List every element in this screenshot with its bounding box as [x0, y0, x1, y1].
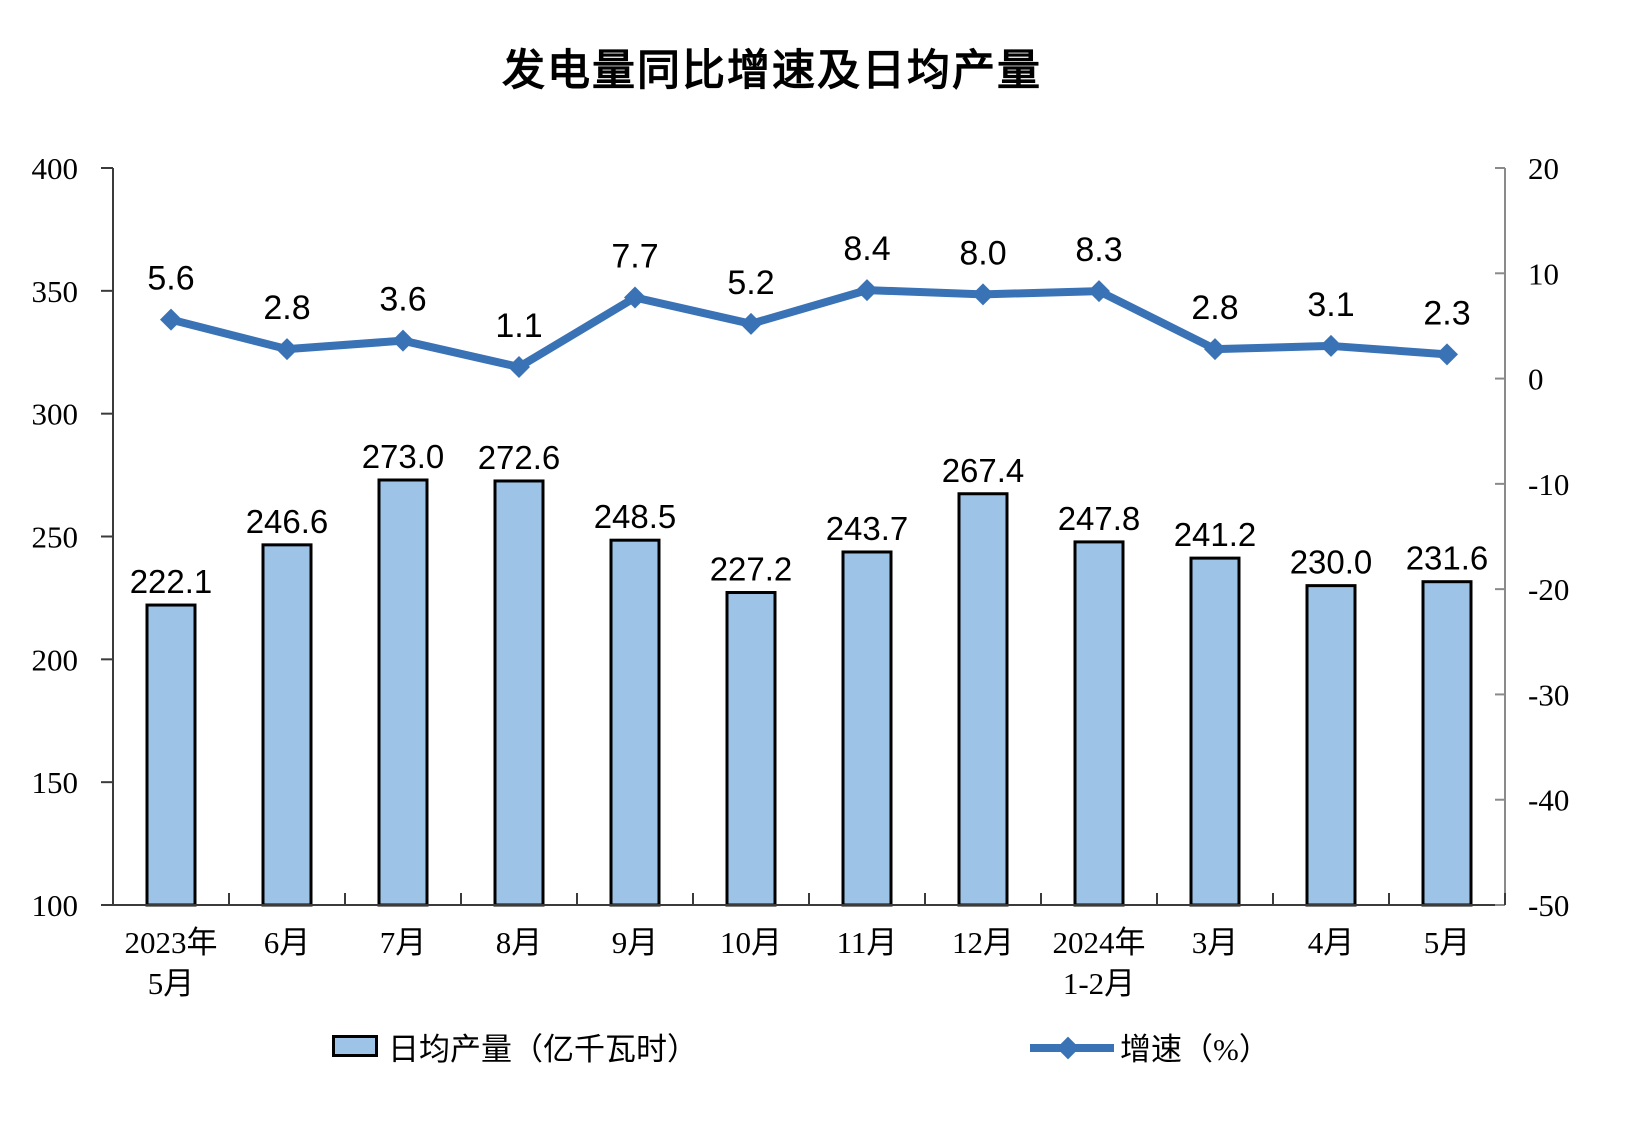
line-marker-icon	[1320, 334, 1342, 357]
x-axis-label: 4月	[1308, 925, 1355, 960]
y-axis-label-left: 150	[32, 765, 79, 800]
line-marker-icon	[508, 355, 530, 378]
x-axis-label: 6月	[264, 925, 311, 960]
y-axis-label-right: -30	[1528, 677, 1569, 712]
bar-value-label: 230.0	[1290, 544, 1373, 581]
legend-bar-swatch	[332, 1035, 378, 1057]
line-marker-icon	[856, 279, 878, 302]
x-axis-label: 10月	[720, 925, 782, 960]
line-marker-icon	[276, 338, 298, 361]
line-value-label: 8.4	[843, 230, 890, 268]
y-axis-label-right: -40	[1528, 783, 1569, 818]
bar-value-label: 273.0	[362, 438, 445, 475]
chart-title: 发电量同比增速及日均产量	[502, 47, 1042, 95]
bar	[957, 492, 1009, 907]
bar-value-label: 272.6	[478, 439, 561, 476]
line-marker-icon	[624, 286, 646, 309]
line-marker-icon	[1204, 338, 1226, 361]
growth-line	[167, 286, 1451, 371]
x-axis-label: 12月	[952, 925, 1014, 960]
y-axis-label-right: 20	[1528, 151, 1559, 186]
line-value-label: 1.1	[495, 307, 542, 345]
line-value-label: 8.3	[1075, 231, 1122, 269]
line-value-label: 2.8	[263, 289, 310, 327]
bar	[841, 550, 893, 907]
bar-value-label: 227.2	[710, 551, 793, 588]
bar-value-label: 246.6	[246, 503, 329, 540]
y-axis-label-right: 0	[1528, 362, 1544, 397]
x-axis-label: 2023年 5月	[125, 925, 218, 1001]
legend-bar-label: 日均产量（亿千瓦时）	[388, 1032, 698, 1067]
bar	[1189, 556, 1241, 907]
bar-value-label: 231.6	[1406, 540, 1489, 577]
bar	[261, 543, 313, 907]
legend-line-label: 增速（%）	[1120, 1032, 1270, 1067]
bar	[1421, 580, 1473, 907]
x-axis-label: 3月	[1192, 925, 1239, 960]
bar-value-label: 241.2	[1174, 516, 1257, 553]
x-axis-label: 11月	[837, 925, 898, 960]
line-marker-icon	[972, 283, 994, 306]
y-axis-label-right: -20	[1528, 572, 1569, 607]
y-axis-label-left: 400	[32, 151, 79, 186]
y-axis-label-right: 10	[1528, 256, 1559, 291]
line-marker-icon	[740, 312, 762, 335]
y-axis-label-left: 350	[32, 274, 79, 309]
bar	[145, 603, 197, 907]
bar	[377, 478, 429, 907]
bar	[609, 538, 661, 907]
y-axis-label-right: -50	[1528, 888, 1569, 923]
line-marker-icon	[160, 308, 182, 331]
y-axis-label-left: 200	[32, 642, 79, 677]
line-value-label: 3.6	[379, 281, 426, 319]
line-value-label: 8.0	[959, 234, 1006, 272]
x-axis-label: 2024年 1-2月	[1053, 925, 1146, 1001]
line-value-label: 3.1	[1307, 286, 1354, 324]
bar-value-label: 247.8	[1058, 500, 1141, 537]
bar	[1073, 540, 1125, 907]
x-axis-label: 9月	[612, 925, 659, 960]
y-axis-label-right: -10	[1528, 467, 1569, 502]
bar-value-label: 243.7	[826, 510, 909, 547]
line-marker-icon	[1436, 343, 1458, 366]
y-axis-label-left: 300	[32, 397, 79, 432]
x-axis-label: 8月	[496, 925, 543, 960]
x-axis-label: 7月	[380, 925, 427, 960]
line-value-label: 2.8	[1191, 289, 1238, 327]
bar	[1305, 584, 1357, 907]
line-value-label: 5.2	[727, 264, 774, 302]
line-marker-icon	[392, 329, 414, 352]
y-axis-label-left: 250	[32, 520, 79, 555]
line-value-label: 2.3	[1423, 294, 1470, 332]
y-axis-label-left: 100	[32, 888, 79, 923]
bar	[493, 479, 545, 907]
bar	[725, 591, 777, 907]
bar-value-label: 248.5	[594, 498, 677, 535]
bar-value-label: 222.1	[130, 563, 213, 600]
x-axis-label: 5月	[1424, 925, 1471, 960]
line-value-label: 7.7	[611, 238, 658, 276]
line-marker-icon	[1088, 280, 1110, 303]
bar-value-label: 267.4	[942, 452, 1025, 489]
line-value-label: 5.6	[147, 260, 194, 298]
